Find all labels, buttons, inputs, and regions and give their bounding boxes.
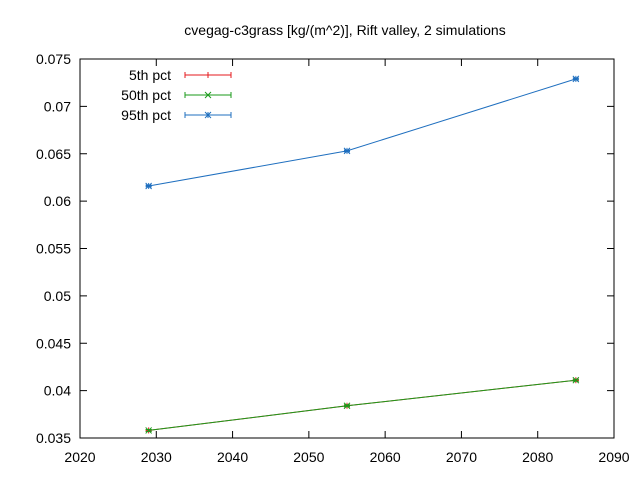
x-tick-label: 2090 — [598, 449, 629, 465]
x-tick-label: 2050 — [293, 449, 324, 465]
x-tick-label: 2020 — [64, 449, 95, 465]
y-tick-label: 0.035 — [36, 430, 71, 446]
x-tick-label: 2040 — [217, 449, 248, 465]
y-tick-label: 0.04 — [44, 383, 71, 399]
data-point — [343, 402, 351, 410]
legend-label: 5th pct — [129, 67, 171, 83]
legend-marker — [204, 91, 212, 99]
axes: 2020 2030 2040 2050 2060 2070 2080 2090 0.035 0.0… — [36, 51, 630, 465]
y-tick-label: 0.05 — [44, 288, 71, 304]
series-layer — [145, 75, 580, 434]
legend-label: 50th pct — [121, 87, 171, 103]
series-line — [148, 379, 576, 431]
y-tick-label: 0.075 — [36, 51, 71, 67]
x-tick-label: 2060 — [370, 449, 401, 465]
y-tick-label: 0.07 — [44, 98, 71, 114]
legend-marker — [204, 111, 212, 119]
x-tick-label: 2030 — [141, 449, 172, 465]
series-3 — [145, 75, 580, 190]
chart-title: cvegag-c3grass [kg/(m^2)], Rift valley, … — [184, 22, 505, 38]
data-point — [145, 427, 153, 434]
y-tick-label: 0.065 — [36, 146, 71, 162]
data-point — [572, 376, 580, 384]
legend-entry: 50th pct — [121, 87, 232, 103]
y-tick-label: 0.045 — [36, 335, 71, 351]
legend-entry: 95th pct — [121, 107, 232, 123]
y-tick-label: 0.06 — [44, 193, 71, 209]
x-tick-label: 2070 — [446, 449, 477, 465]
legend-label: 95th pct — [121, 107, 171, 123]
legend-entry: 5th pct — [129, 67, 232, 83]
series-2 — [145, 376, 580, 434]
legend: 5th pct 50th pct 95th pct — [121, 67, 232, 123]
data-point — [572, 75, 580, 83]
y-tick-label: 0.055 — [36, 241, 71, 257]
series-1 — [145, 377, 579, 434]
data-point — [145, 182, 153, 190]
data-point — [343, 147, 351, 155]
x-tick-label: 2080 — [522, 449, 553, 465]
